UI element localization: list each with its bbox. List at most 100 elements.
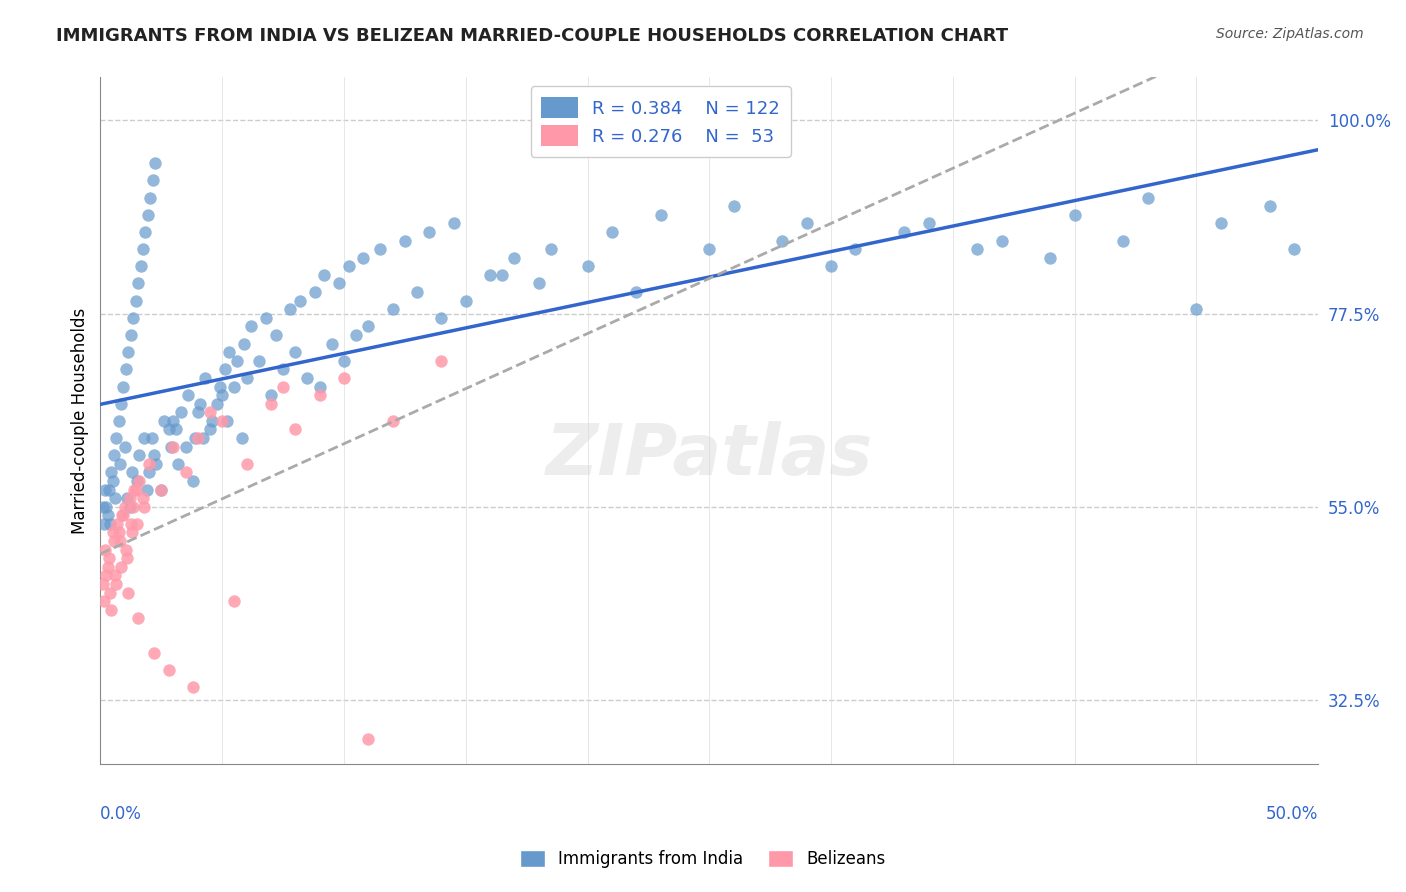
Point bbox=[135, 483, 157, 497]
Point bbox=[98, 585, 121, 599]
Point bbox=[136, 208, 159, 222]
Point bbox=[94, 483, 117, 497]
Point bbox=[215, 414, 238, 428]
Point bbox=[491, 268, 513, 282]
Point bbox=[1039, 251, 1062, 265]
Point bbox=[122, 310, 145, 325]
Legend: R = 0.384    N = 122, R = 0.276    N =  53: R = 0.384 N = 122, R = 0.276 N = 53 bbox=[530, 87, 790, 157]
Point bbox=[118, 491, 141, 505]
Point bbox=[118, 500, 141, 514]
Point bbox=[139, 191, 162, 205]
Point bbox=[264, 328, 287, 343]
Text: IMMIGRANTS FROM INDIA VS BELIZEAN MARRIED-COUPLE HOUSEHOLDS CORRELATION CHART: IMMIGRANTS FROM INDIA VS BELIZEAN MARRIE… bbox=[56, 27, 1008, 45]
Point bbox=[626, 285, 648, 299]
Point bbox=[100, 603, 122, 617]
Point bbox=[1209, 216, 1232, 230]
Point bbox=[121, 466, 143, 480]
Point bbox=[129, 260, 152, 274]
Point bbox=[370, 242, 392, 256]
Point bbox=[97, 483, 120, 497]
Point bbox=[112, 508, 135, 523]
Point bbox=[91, 577, 114, 591]
Point bbox=[93, 594, 115, 608]
Point bbox=[271, 379, 294, 393]
Point bbox=[134, 431, 156, 445]
Point bbox=[198, 422, 221, 436]
Point bbox=[101, 525, 124, 540]
Point bbox=[94, 542, 117, 557]
Point bbox=[211, 414, 233, 428]
Point bbox=[138, 466, 160, 480]
Point bbox=[162, 414, 184, 428]
Point bbox=[770, 234, 793, 248]
Point bbox=[406, 285, 429, 299]
Point bbox=[479, 268, 502, 282]
Point bbox=[142, 646, 165, 660]
Point bbox=[120, 328, 142, 343]
Point bbox=[454, 293, 477, 308]
Point bbox=[177, 388, 200, 402]
Point bbox=[145, 457, 167, 471]
Point bbox=[165, 422, 187, 436]
Point bbox=[104, 568, 127, 582]
Point bbox=[430, 310, 453, 325]
Point bbox=[100, 466, 122, 480]
Point bbox=[576, 260, 599, 274]
Point bbox=[321, 336, 343, 351]
Point bbox=[187, 431, 209, 445]
Point bbox=[128, 474, 150, 488]
Point bbox=[337, 260, 360, 274]
Point bbox=[115, 491, 138, 505]
Point bbox=[142, 448, 165, 462]
Point bbox=[150, 483, 173, 497]
Point bbox=[1063, 208, 1085, 222]
Point bbox=[208, 379, 231, 393]
Point bbox=[184, 431, 207, 445]
Point bbox=[430, 353, 453, 368]
Point bbox=[1258, 199, 1281, 213]
Point bbox=[110, 559, 132, 574]
Point bbox=[308, 379, 330, 393]
Point bbox=[103, 534, 125, 549]
Point bbox=[138, 457, 160, 471]
Point bbox=[288, 293, 311, 308]
Point bbox=[142, 173, 165, 187]
Point bbox=[97, 551, 120, 566]
Point bbox=[104, 491, 127, 505]
Point bbox=[297, 371, 319, 385]
Point bbox=[128, 448, 150, 462]
Point bbox=[174, 440, 197, 454]
Point bbox=[352, 251, 374, 265]
Point bbox=[96, 500, 118, 514]
Point bbox=[105, 431, 128, 445]
Point bbox=[143, 156, 166, 170]
Point bbox=[600, 225, 623, 239]
Point bbox=[308, 388, 330, 402]
Point bbox=[111, 508, 134, 523]
Point bbox=[650, 208, 672, 222]
Point bbox=[280, 302, 302, 317]
Point bbox=[122, 500, 145, 514]
Point bbox=[174, 466, 197, 480]
Point bbox=[225, 353, 247, 368]
Point bbox=[114, 440, 136, 454]
Point bbox=[181, 680, 204, 694]
Point bbox=[107, 516, 129, 531]
Point bbox=[141, 431, 163, 445]
Point bbox=[97, 559, 120, 574]
Point bbox=[125, 474, 148, 488]
Point bbox=[105, 577, 128, 591]
Point bbox=[235, 371, 257, 385]
Point bbox=[96, 568, 118, 582]
Point bbox=[260, 397, 283, 411]
Point bbox=[107, 525, 129, 540]
Point bbox=[357, 731, 380, 746]
Point bbox=[162, 440, 184, 454]
Point bbox=[1185, 302, 1208, 317]
Point bbox=[170, 405, 193, 419]
Point bbox=[1136, 191, 1159, 205]
Point bbox=[443, 216, 465, 230]
Point bbox=[114, 500, 136, 514]
Point bbox=[191, 431, 214, 445]
Point bbox=[152, 414, 174, 428]
